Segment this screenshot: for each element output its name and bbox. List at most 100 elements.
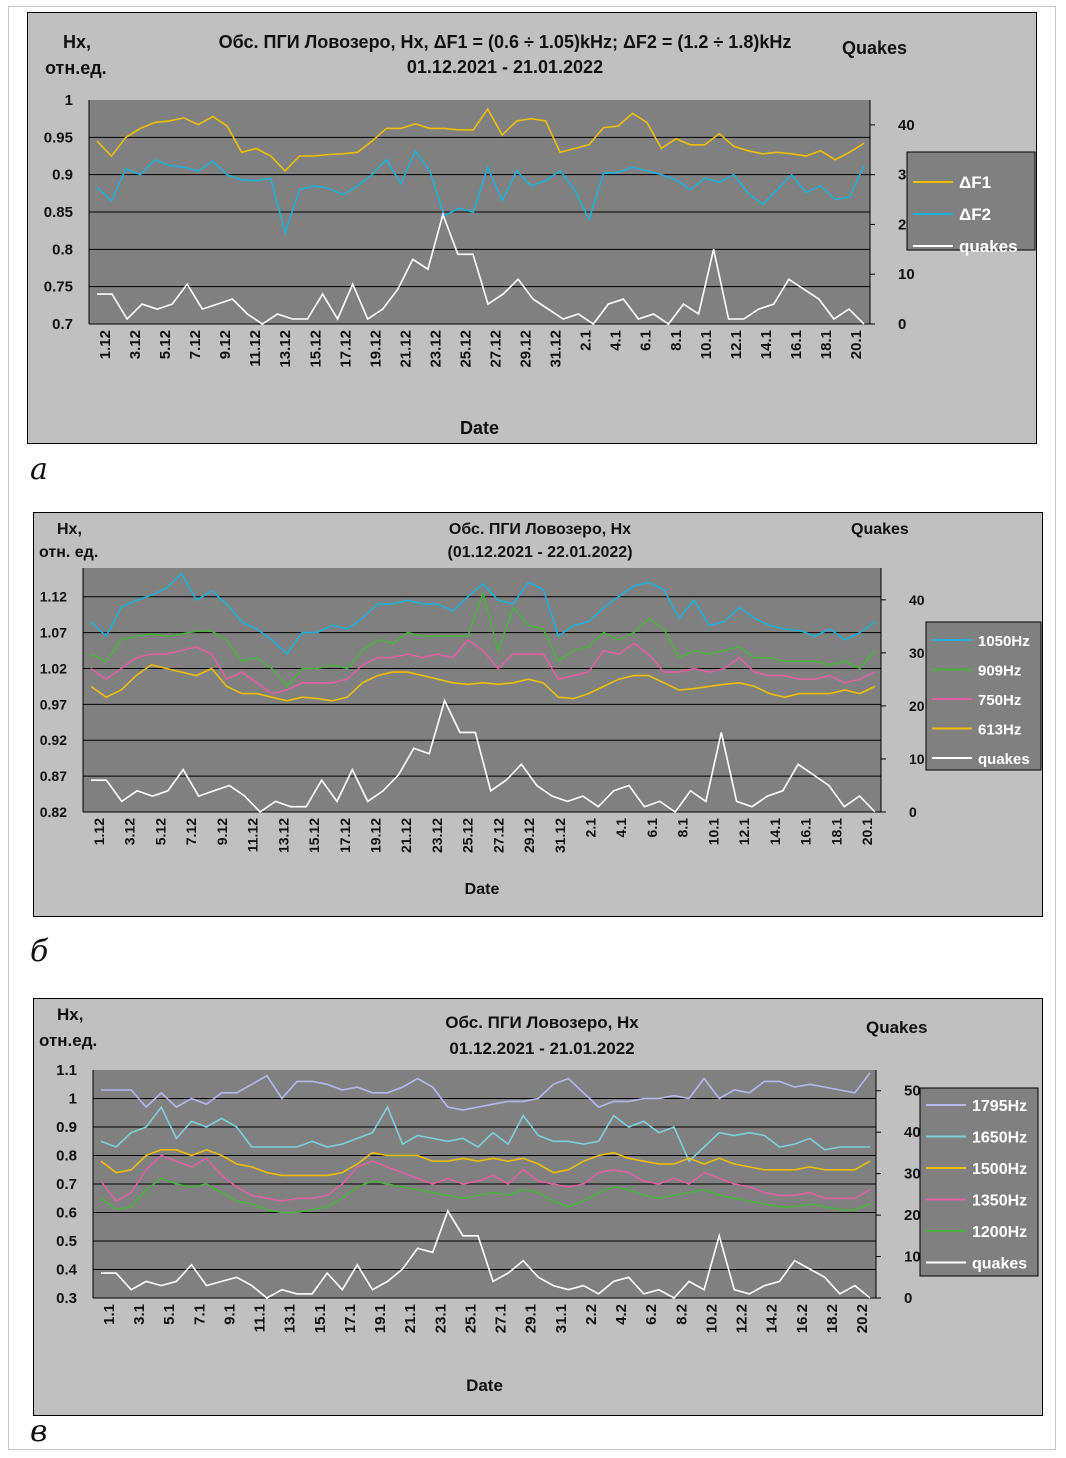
x-tick-label: 9.12 [217,330,234,359]
legend-box [925,621,1042,771]
x-tick-group: 5.1 [161,1304,178,1325]
x-tick-group: 17.12 [337,330,354,368]
y2-axis-label: Quakes [851,521,909,538]
series-line-1795Hz [101,1072,871,1111]
y-tick-label: 0.97 [40,696,67,712]
y2-tick-label: 10 [898,266,915,283]
x-tick-label: 15.12 [306,818,322,853]
x-tick-label: 9.12 [214,818,230,845]
x-tick-label: 12.2 [734,1304,751,1333]
x-tick-label: 8.2 [673,1304,690,1325]
x-tick-group: 20.1 [859,818,875,845]
x-tick-group: 15.12 [307,330,324,368]
x-tick-group: 16.1 [788,330,805,359]
legend-box [919,1087,1039,1277]
plot-area [83,568,881,812]
x-tick-group: 29.1 [523,1304,540,1333]
series-line-613Hz [90,664,876,702]
x-tick-group: 13.12 [277,330,294,368]
x-tick-label: 17.12 [337,818,353,853]
x-tick-label: 4.2 [613,1304,630,1325]
legend-label: 613Hz [978,722,1021,739]
x-tick-label: 7.1 [191,1304,208,1325]
x-tick-group: 8.2 [673,1304,690,1325]
panel-label-c: в [30,1414,48,1449]
legend: 1795Hz 1650Hz 1500Hz 1350Hz 1200Hz quakes [919,1087,1039,1277]
y2-tick-label: 30 [904,1166,921,1183]
y2-tick-label: 40 [909,592,925,608]
x-tick-group: 17.1 [342,1304,359,1333]
x-tick-group: 23.12 [429,818,445,853]
x-tick-group: 6.2 [643,1304,660,1325]
y-axis-label: отн.ед. [45,58,107,78]
chart-title: Обс. ПГИ Ловозеро, Нх [445,1013,639,1032]
x-axis-label: Date [465,881,500,898]
x-tick-label: 25.1 [462,1304,479,1333]
x-tick-group: 2.1 [578,330,595,351]
x-tick-label: 18.1 [828,818,844,845]
x-tick-group: 14.2 [764,1304,781,1333]
y2-tick-label: 20 [904,1207,921,1224]
x-tick-group: 12.1 [728,330,745,359]
x-tick-group: 5.12 [152,818,168,845]
y2-tick-label: 20 [909,698,925,714]
x-axis-label: Date [466,1376,503,1395]
x-tick-group: 23.1 [432,1304,449,1333]
x-tick-group: 21.12 [397,330,414,368]
y2-tick-label: 40 [898,117,915,134]
y-tick-label: 0.92 [40,732,67,748]
x-tick-label: 27.12 [488,330,505,368]
y-axis-label: Нх, [57,521,82,538]
x-tick-group: 1.12 [91,818,107,845]
x-tick-label: 1.1 [101,1304,118,1325]
x-tick-label: 4.1 [613,818,629,838]
series-line-909Hz [90,590,876,688]
y-tick-label: 0.5 [56,1233,77,1250]
x-tick-label: 20.1 [859,818,875,845]
y2-axis-label: Quakes [866,1018,927,1037]
y-tick-label: 0.4 [56,1262,78,1279]
y-axis-label: Нх, [57,1005,83,1024]
x-tick-label: 8.1 [668,330,685,351]
x-tick-group: 5.12 [157,330,174,359]
x-tick-label: 21.1 [402,1304,419,1333]
y-tick-label: 0.75 [44,279,73,296]
y-tick-label: 1 [65,92,73,109]
x-tick-group: 10.2 [703,1304,720,1333]
x-tick-label: 7.12 [187,330,204,359]
y-tick-label: 1.02 [40,660,67,676]
y-axis-label: отн. ед. [39,544,98,561]
chart-subtitle: (01.12.2021 - 22.01.2022) [447,544,632,561]
series-line-1650Hz [100,1105,870,1163]
x-tick-group: 4.1 [608,330,625,351]
x-tick-group: 3.12 [122,818,138,845]
series-line-1500Hz [100,1148,871,1177]
series-line-quakes [97,211,865,326]
y-tick-label: 1 [69,1091,77,1108]
legend-label: 1200Hz [972,1224,1027,1241]
x-tick-label: 31.1 [553,1304,570,1333]
x-tick-group: 8.1 [668,330,685,351]
y-tick-label: 1.12 [40,589,67,605]
x-tick-group: 7.12 [187,330,204,359]
x-tick-label: 19.1 [372,1304,389,1333]
series-line-ΔF2 [96,149,865,236]
x-tick-label: 13.12 [277,330,294,368]
x-tick-group: 1.12 [97,330,114,359]
x-tick-group: 14.1 [758,330,775,359]
x-tick-group: 16.2 [794,1304,811,1333]
x-tick-group: 11.1 [252,1304,269,1332]
y-tick-label: 0.6 [56,1205,77,1222]
series-line-1350Hz [100,1154,871,1203]
x-tick-label: 13.1 [282,1304,299,1333]
x-tick-label: 3.12 [127,330,144,359]
y-axis-label: Нх, [63,32,91,52]
x-tick-group: 12.2 [734,1304,751,1333]
y2-tick-label: 40 [904,1124,921,1141]
legend-box [906,151,1036,251]
x-tick-label: 27.12 [490,818,506,853]
panel-label-a: a [30,452,48,487]
y2-tick-label: 50 [904,1083,921,1100]
x-tick-group: 14.1 [767,818,783,845]
